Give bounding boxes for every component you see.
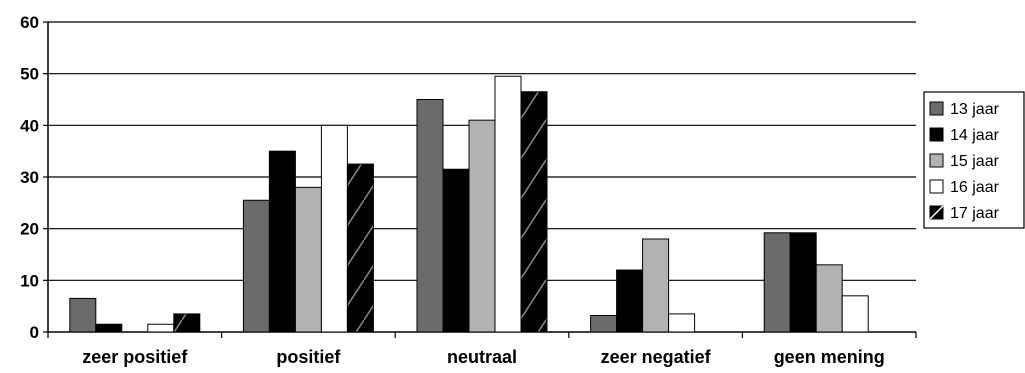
- y-tick-label: 60: [20, 13, 39, 32]
- y-tick-label: 30: [20, 168, 39, 187]
- x-category-label: geen mening: [774, 347, 885, 367]
- bar-14-jaar-zeer-positief: [95, 323, 123, 333]
- legend-label: 17 jaar: [950, 205, 1000, 222]
- bar-16-jaar-zeer-negatief: [668, 313, 696, 333]
- legend-label: 13 jaar: [950, 101, 1000, 118]
- bar-13-jaar-zeer-positief: [69, 297, 97, 333]
- x-category-label: positief: [276, 347, 341, 367]
- y-tick-label: 0: [30, 323, 39, 342]
- bar-13-jaar-neutraal: [416, 99, 444, 333]
- x-category-label: zeer negatief: [601, 347, 712, 367]
- legend-swatch: [929, 101, 944, 116]
- legend-swatch: [929, 179, 944, 194]
- bar-13-jaar-zeer-negatief: [590, 314, 618, 333]
- bar-17-jaar-zeer-positief: [173, 313, 201, 333]
- y-tick-label: 40: [20, 116, 39, 135]
- legend-swatch: [929, 153, 944, 168]
- x-category-label: zeer positief: [82, 347, 188, 367]
- y-tick-label: 50: [20, 65, 39, 84]
- bar-16-jaar-geen-mening: [841, 295, 869, 333]
- bar-16-jaar-neutraal: [494, 75, 522, 333]
- bars: [69, 75, 869, 333]
- bar-15-jaar-positief: [294, 186, 322, 333]
- y-tick-label: 20: [20, 220, 39, 239]
- y-tick-label: 10: [20, 271, 39, 290]
- bar-16-jaar-zeer-positief: [147, 323, 175, 333]
- axis-labels: 0 10 20 30 40 50 60 zeer positief positief neutra…: [20, 13, 885, 367]
- bar-16-jaar-positief: [320, 124, 348, 333]
- bar-13-jaar-positief: [242, 199, 270, 333]
- legend-label: 14 jaar: [950, 127, 1000, 144]
- bar-15-jaar-neutraal: [468, 119, 496, 333]
- bar-17-jaar-neutraal: [520, 91, 548, 333]
- bar-14-jaar-geen-mening: [789, 232, 817, 333]
- bar-14-jaar-zeer-negatief: [616, 269, 644, 333]
- legend-swatch: [929, 127, 944, 142]
- legend-swatch-hatch: [929, 205, 944, 220]
- legend-label: 16 jaar: [950, 179, 1000, 196]
- legend: 13 jaar 14 jaar 15 jaar 16 jaar 17 jaar: [923, 91, 1025, 229]
- bar-17-jaar-positief: [346, 163, 374, 333]
- x-category-label: neutraal: [447, 347, 517, 367]
- legend-label: 15 jaar: [950, 153, 1000, 170]
- bar-14-jaar-positief: [268, 150, 296, 333]
- bar-13-jaar-geen-mening: [763, 232, 791, 333]
- bar-14-jaar-neutraal: [442, 168, 470, 333]
- bar-15-jaar-zeer-negatief: [642, 238, 670, 333]
- bar-15-jaar-geen-mening: [815, 264, 843, 333]
